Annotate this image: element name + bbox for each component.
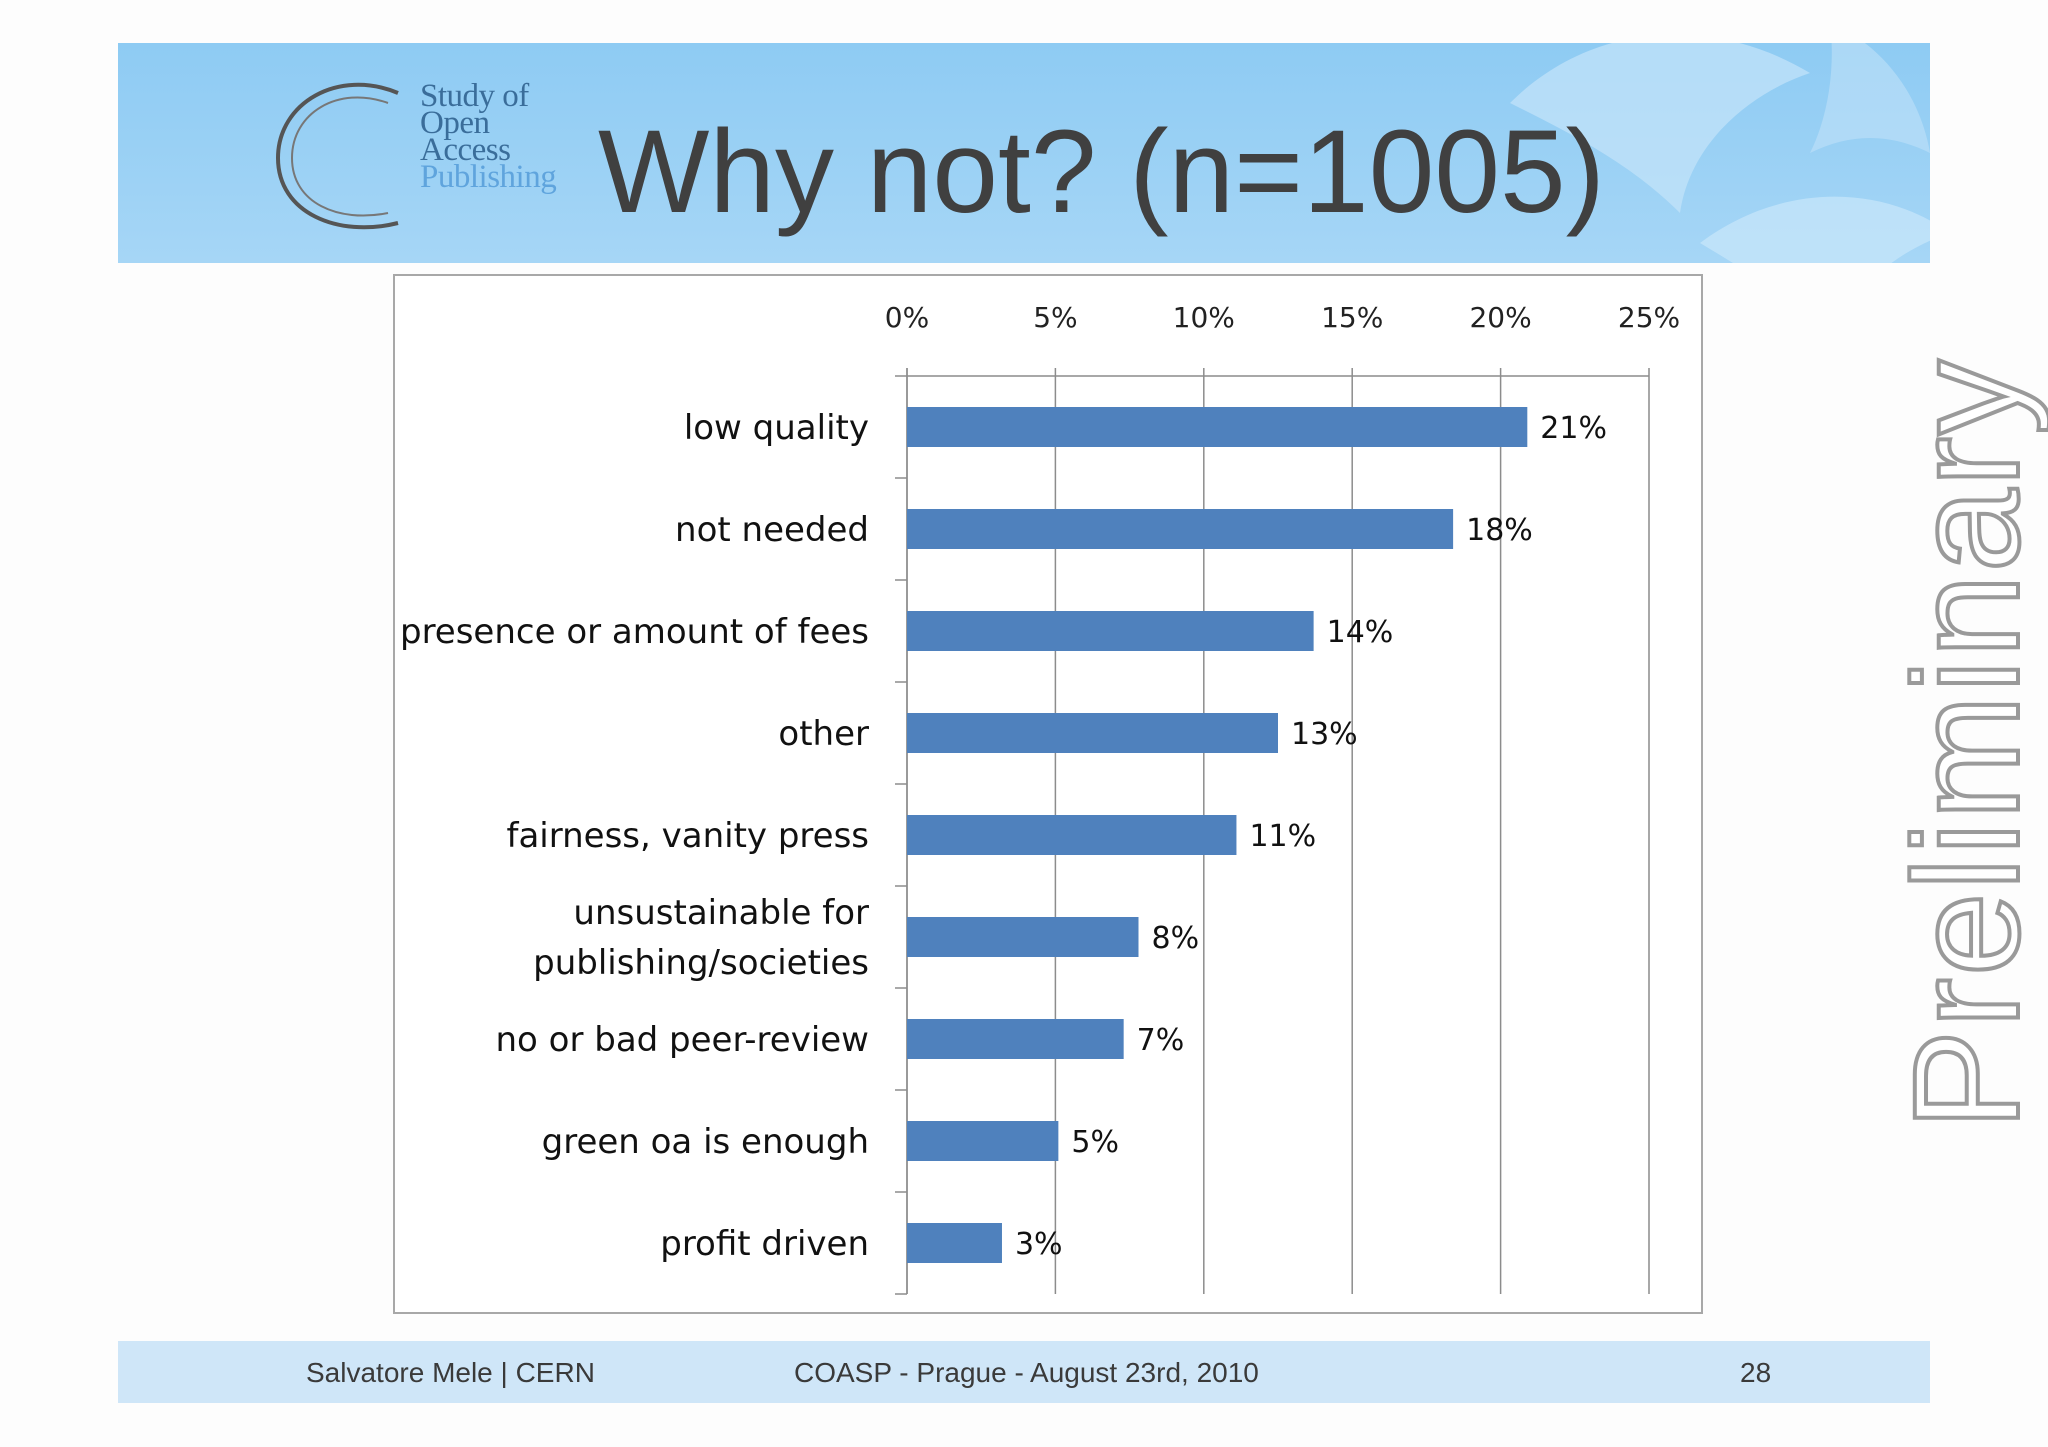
category-label-line: fairness, vanity press — [506, 816, 869, 856]
x-tick-label: 15% — [1321, 301, 1383, 334]
soap-logo-text: Study of Open Access Publishing — [420, 78, 557, 195]
category-label: presence or amount of fees — [400, 612, 869, 652]
footer-author: Salvatore Mele | CERN — [306, 1357, 595, 1388]
category-label: not needed — [675, 510, 869, 550]
footer-page-number: 28 — [1740, 1357, 1772, 1388]
bar — [907, 509, 1454, 549]
bar — [907, 407, 1528, 447]
bar — [907, 1223, 1002, 1263]
category-label: low quality — [684, 408, 869, 448]
slide-title: Why not? (n=1005) — [598, 106, 1605, 238]
data-label: 11% — [1249, 819, 1316, 854]
category-label-line: no or bad peer-review — [496, 1020, 870, 1060]
category-label-line: low quality — [684, 408, 869, 448]
slide-footer: Salvatore Mele | CERN COASP - Prague - A… — [118, 1341, 1930, 1403]
category-label: profit driven — [660, 1224, 869, 1264]
data-label: 8% — [1152, 921, 1200, 956]
data-label: 14% — [1327, 615, 1394, 650]
category-label-line: other — [778, 714, 869, 754]
bar — [907, 713, 1278, 753]
data-label: 7% — [1137, 1023, 1185, 1058]
logo-line-1: Study of — [420, 78, 529, 114]
chart-frame: 0% 5% 10% 15% 20% 25% 21% low quality 18% not nee… — [393, 274, 1703, 1314]
logo-line-3: Access — [420, 132, 511, 168]
x-tick-label: 25% — [1618, 301, 1680, 334]
category-label: green oa is enough — [542, 1122, 869, 1162]
bar — [907, 1121, 1059, 1161]
x-tick-label: 0% — [885, 301, 929, 334]
footer-event: COASP - Prague - August 23rd, 2010 — [794, 1357, 1259, 1388]
soap-logo-arc-icon — [275, 82, 399, 230]
preliminary-watermark: Preliminary — [1880, 356, 2048, 1132]
category-label: no or bad peer-review — [496, 1020, 870, 1060]
x-tick-label: 5% — [1033, 301, 1077, 334]
category-label-line: green oa is enough — [542, 1122, 869, 1162]
data-label: 21% — [1540, 411, 1607, 446]
category-label-line: profit driven — [660, 1224, 869, 1264]
decorative-swirl-graphic — [1510, 43, 1930, 263]
category-label: other — [778, 714, 869, 754]
logo-line-4: Publishing — [420, 159, 557, 195]
bar — [907, 815, 1237, 855]
x-tick-label: 20% — [1469, 301, 1531, 334]
category-label-line: publishing/societies — [533, 943, 869, 983]
bar — [907, 917, 1139, 957]
category-label: unsustainable for publishing/societies — [533, 893, 869, 983]
slide-header: Study of Open Access Publishing Why not?… — [118, 43, 1930, 263]
x-tick-label: 10% — [1173, 301, 1235, 334]
data-label: 18% — [1466, 513, 1533, 548]
data-label: 3% — [1015, 1227, 1063, 1262]
bar-chart: 0% 5% 10% 15% 20% 25% 21% low quality 18% not nee… — [400, 301, 1680, 1295]
bar — [907, 611, 1314, 651]
category-label: fairness, vanity press — [506, 816, 869, 856]
logo-line-2: Open — [420, 105, 490, 141]
data-label: 13% — [1291, 717, 1358, 752]
category-label-line: not needed — [675, 510, 869, 550]
category-label-line: presence or amount of fees — [400, 612, 869, 652]
category-label-line: unsustainable for — [573, 893, 869, 933]
bar — [907, 1019, 1124, 1059]
data-label: 5% — [1071, 1125, 1119, 1160]
